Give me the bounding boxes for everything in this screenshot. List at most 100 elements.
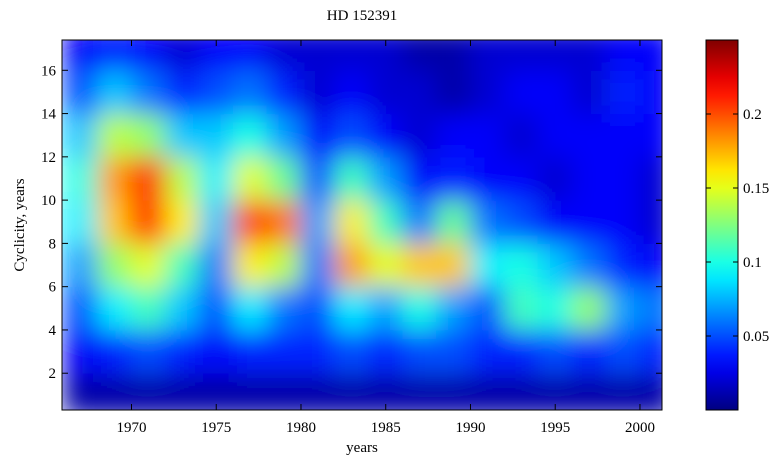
heat-cell (537, 372, 573, 410)
heat-cell (639, 286, 662, 331)
heat-cell (164, 242, 200, 288)
heat-cell (503, 156, 539, 201)
heat-cell (639, 329, 662, 374)
colorbar-tick-label: 0.15 (743, 181, 769, 197)
heat-cell (300, 286, 336, 331)
heat-cell (571, 199, 607, 244)
heat-cell (334, 286, 370, 331)
heat-cell (130, 40, 166, 71)
heat-cell (130, 156, 166, 201)
heat-cell (469, 286, 505, 331)
heat-cell (97, 242, 132, 288)
heat-cell (436, 40, 471, 71)
heat-cell (503, 113, 539, 158)
heat-cell (605, 242, 641, 288)
heat-cell (198, 329, 234, 374)
x-tick-label: 1990 (455, 420, 485, 436)
heat-cell (402, 242, 438, 288)
heat-cell (402, 286, 438, 331)
heat-cell (503, 69, 539, 115)
heat-cell (97, 286, 132, 331)
heat-cell (266, 199, 302, 244)
heat-cell (198, 156, 234, 201)
heat-cell (198, 242, 234, 288)
heat-cell (639, 372, 662, 410)
heat-cell (334, 199, 370, 244)
heat-cell (300, 329, 336, 374)
heat-cell (97, 372, 132, 410)
heat-cell (164, 199, 200, 244)
heat-cell (198, 199, 234, 244)
heat-cell (63, 69, 99, 115)
colorbar-tick-label: 0.2 (743, 107, 762, 123)
x-tick-label: 1975 (201, 420, 231, 436)
heat-cell (266, 286, 302, 331)
heat-cell (503, 199, 539, 244)
heat-cell (97, 69, 132, 115)
heat-cell (571, 372, 607, 410)
y-axis-label: Cyclicity, years (12, 178, 28, 271)
heat-cell (164, 69, 200, 115)
heat-cell (605, 113, 641, 158)
heat-cell (503, 40, 539, 71)
heat-cell (266, 329, 302, 374)
heat-cell (130, 372, 166, 410)
heat-cell (232, 40, 268, 71)
x-tick-label: 1970 (116, 420, 146, 436)
heat-cell (130, 113, 166, 158)
heat-cell (402, 113, 438, 158)
heat-cell (164, 372, 200, 410)
heat-cell (368, 156, 404, 201)
heat-cell (402, 156, 438, 201)
heat-cell (503, 329, 539, 374)
heat-cell (436, 113, 471, 158)
y-tick-label: 2 (49, 366, 57, 382)
x-tick-label: 1985 (371, 420, 401, 436)
heat-cell (368, 199, 404, 244)
heat-cell (368, 69, 404, 115)
heat-cell (469, 199, 505, 244)
heat-cell (130, 329, 166, 374)
heat-cell (639, 156, 662, 201)
heat-cell (232, 329, 268, 374)
heat-cell (198, 372, 234, 410)
heat-cell (368, 286, 404, 331)
heat-cell (63, 242, 99, 288)
heat-cell (402, 40, 438, 71)
heat-cell (368, 372, 404, 410)
heat-cell (63, 113, 99, 158)
heat-cell (436, 69, 471, 115)
heat-cell (537, 199, 573, 244)
heat-cell (97, 156, 132, 201)
heat-cell (130, 242, 166, 288)
heat-cell (537, 242, 573, 288)
heat-cell (639, 199, 662, 244)
heat-cell (334, 372, 370, 410)
heat-cell (198, 69, 234, 115)
y-tick-label: 12 (41, 150, 56, 166)
heat-cell (469, 242, 505, 288)
heat-cell (436, 199, 471, 244)
heat-cell (232, 113, 268, 158)
heat-cell (571, 242, 607, 288)
heat-cell (469, 156, 505, 201)
heat-cell (436, 372, 471, 410)
heat-cell (334, 329, 370, 374)
heat-cell (571, 286, 607, 331)
heat-cell (130, 199, 166, 244)
y-tick-label: 8 (49, 236, 57, 252)
heat-cell (402, 372, 438, 410)
heat-cell (605, 156, 641, 201)
heat-cell (232, 286, 268, 331)
heat-cell (266, 40, 302, 71)
heat-cell (368, 242, 404, 288)
heat-cell (503, 242, 539, 288)
heat-cell (63, 372, 99, 410)
heat-cell (97, 40, 132, 71)
heat-cell (300, 113, 336, 158)
heat-cell (368, 40, 404, 71)
heat-cell (164, 156, 200, 201)
heatmap (63, 40, 662, 410)
heat-cell (164, 40, 200, 71)
heat-cell (334, 242, 370, 288)
